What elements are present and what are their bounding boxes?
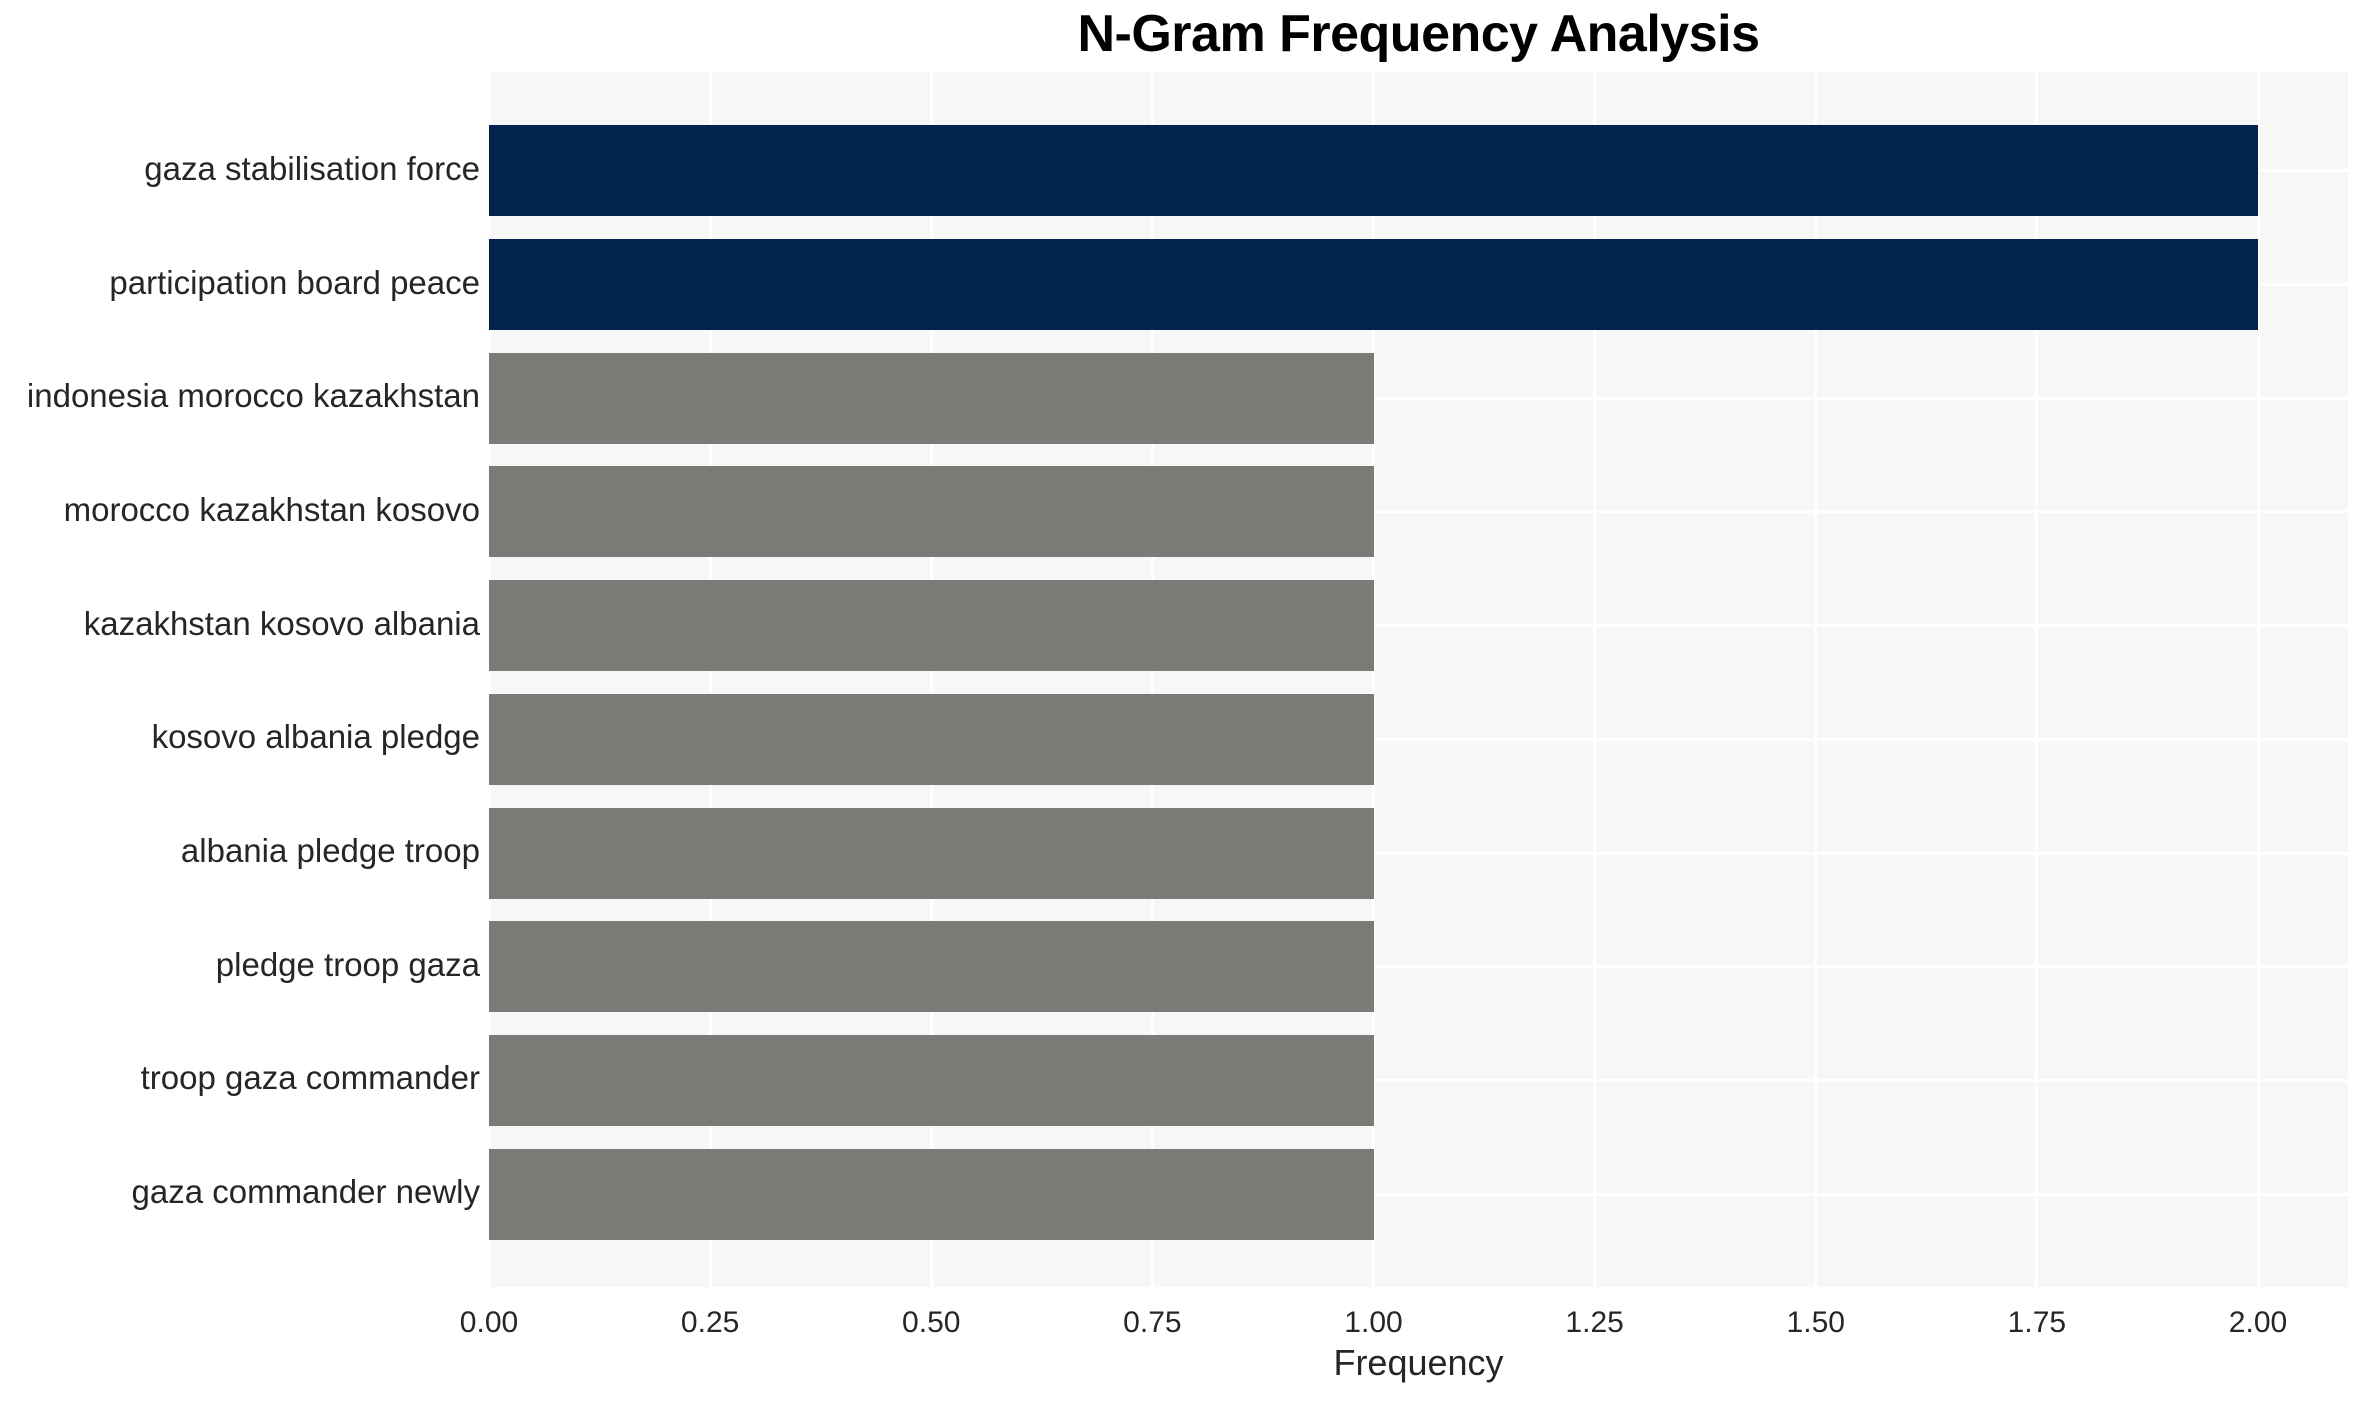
y-axis-label: kazakhstan kosovo albania: [83, 604, 480, 642]
y-axis-label: gaza commander newly: [131, 1173, 481, 1211]
bar-kazakhstan-kosovo-albania: [489, 580, 1374, 672]
vertical-gridline: [1593, 72, 1597, 1287]
vertical-gridline: [2256, 72, 2260, 1287]
bar-troop-gaza-commander: [489, 1034, 1374, 1126]
vertical-gridline: [1814, 72, 1818, 1287]
bar-gaza-commander-newly: [489, 1148, 1374, 1240]
horizontal-gridline: [489, 851, 2348, 855]
y-axis-label: albania pledge troop: [180, 832, 480, 870]
x-tick-label: 1.25: [1565, 1306, 1624, 1339]
horizontal-gridline: [489, 510, 2348, 514]
x-tick-label: 0.75: [1123, 1306, 1182, 1339]
horizontal-gridline: [489, 396, 2348, 400]
bar-indonesia-morocco-kazakhstan: [489, 352, 1374, 444]
vertical-gridline: [1372, 72, 1375, 1287]
chart-title: N-Gram Frequency Analysis: [1077, 5, 1760, 63]
vertical-gridline: [1150, 72, 1154, 1287]
vertical-gridline: [2035, 72, 2039, 1287]
y-axis-label: gaza stabilisation force: [144, 149, 480, 187]
plot-area: [487, 72, 2348, 1287]
bar-albania-pledge-troop: [489, 807, 1374, 899]
vertical-gridline: [708, 72, 712, 1287]
x-tick-label: 2.00: [2228, 1306, 2288, 1339]
y-axis-label: morocco kazakhstan kosovo: [63, 490, 480, 528]
x-tick-label: 0.00: [459, 1306, 519, 1339]
x-tick-label: 0.25: [680, 1306, 740, 1339]
horizontal-gridline: [489, 1078, 2348, 1082]
y-axis-label: indonesia morocco kazakhstan: [26, 377, 480, 415]
bar-pledge-troop-gaza: [489, 921, 1374, 1013]
horizontal-gridline: [489, 1192, 2348, 1196]
horizontal-gridline: [489, 624, 2348, 628]
y-axis-label: participation board peace: [109, 263, 480, 301]
vertical-gridline: [487, 72, 491, 1287]
vertical-gridline: [929, 72, 933, 1287]
horizontal-gridline: [489, 737, 2348, 741]
bar-kosovo-albania-pledge: [489, 693, 1374, 785]
bar-gaza-stabilisation-force: [489, 125, 2258, 217]
y-axis-label: pledge troop gaza: [215, 945, 480, 983]
x-tick-label: 0.50: [902, 1306, 961, 1339]
y-axis-label: troop gaza commander: [140, 1059, 480, 1097]
horizontal-gridline: [489, 965, 2348, 969]
y-axis-label: kosovo albania pledge: [151, 718, 480, 756]
x-tick-label: 1.00: [1344, 1306, 1403, 1339]
x-axis-label: Frequency: [1333, 1342, 1504, 1383]
x-tick-label: 1.50: [1786, 1306, 1845, 1339]
bar-morocco-kazakhstan-kosovo: [489, 466, 1374, 558]
x-tick-label: 1.75: [2007, 1306, 2067, 1339]
bar-participation-board-peace: [489, 239, 2258, 331]
